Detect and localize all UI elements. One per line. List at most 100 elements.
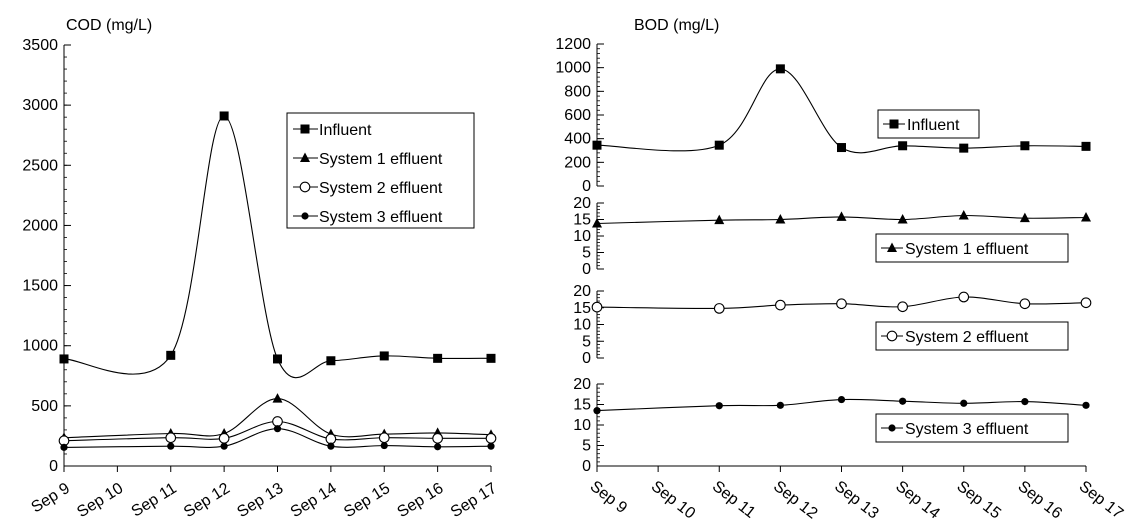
bod-influent-marker: [1081, 141, 1091, 151]
cod-system-3-effluent-marker: [380, 441, 388, 450]
bod-system-2-effluent-marker: [836, 298, 847, 310]
bod-legend-system-1-effluent-marker: [887, 242, 897, 252]
bod-system-3-effluent-marker: [1082, 401, 1090, 409]
cod-influent-marker: [486, 353, 496, 363]
bod-system-2-effluent-y-tick-label: 15: [573, 300, 591, 317]
cod-y-tick-label: 1000: [22, 338, 58, 355]
bod-x-tick-label: Sep 11: [709, 478, 759, 522]
cod-system-2-effluent-marker: [272, 416, 283, 427]
bod-x-tick-label: Sep 15: [953, 478, 1004, 523]
bod-system-1-effluent-marker: [836, 211, 847, 221]
bod-legend-box-system-2-effluent: [875, 321, 1069, 351]
cod-series-system-3-effluent: [60, 425, 495, 451]
cod-legend-system-1-effluent-marker: [300, 152, 310, 162]
cod-y-tick-label: 500: [31, 398, 58, 415]
bod-system-1-effluent-marker: [1081, 212, 1091, 222]
cod-system-3-effluent-marker: [220, 442, 228, 450]
cod-x-tick-label: Sep 17: [448, 480, 500, 521]
bod-line-influent: [596, 68, 1087, 154]
bod-legend-label-system-2-effluent: System 2 effluent: [905, 329, 1029, 346]
cod-y-tick-label: 1500: [22, 278, 58, 295]
cod-influent-marker: [379, 351, 389, 361]
bod-influent-marker: [959, 143, 969, 153]
cod-influent-marker: [326, 356, 336, 366]
bod-system-3-effluent-marker: [776, 401, 784, 409]
bod-system-1-effluent-y-tick-label: 20: [573, 195, 591, 212]
bod-influent-marker: [775, 64, 785, 74]
bod-legend-label-system-3-effluent: System 3 effluent: [905, 421, 1029, 438]
cod-legend-system-3-effluent-marker: [301, 212, 309, 220]
bod-x-tick-label: Sep 16: [1015, 478, 1066, 523]
bod-system-2-effluent-marker: [1019, 298, 1031, 310]
bod-system-3-effluent-marker: [899, 397, 907, 405]
cod-y-tick-label: 2500: [22, 157, 58, 174]
bod-system-3-effluent-marker: [593, 407, 601, 415]
bod-influent-marker: [898, 141, 908, 151]
cod-system-3-effluent-marker: [434, 443, 442, 451]
bod-influent-marker: [714, 140, 724, 150]
cod-axis-title: COD (mg/L): [66, 17, 152, 34]
bod-legend-influent: Influent: [877, 109, 980, 139]
bod-influent-y-tick-label: 1200: [555, 36, 591, 53]
bod-legend-system-3-effluent: System 3 effluent: [875, 413, 1069, 443]
bod-legend-system-2-effluent-marker: [886, 330, 898, 342]
cod-x-tick-label: Sep 15: [341, 480, 393, 521]
cod-y-tick-label: 0: [49, 458, 58, 475]
bod-legend-label-influent: Influent: [907, 117, 960, 134]
bod-system-2-effluent-marker: [591, 301, 603, 313]
cod-system-2-effluent-marker: [485, 432, 497, 444]
bod-system-3-effluent-marker: [1021, 398, 1029, 406]
bod-influent-marker: [1020, 141, 1030, 151]
bod-influent-y-tick-label: 1000: [555, 60, 591, 77]
bod-line-system-1-effluent: [596, 214, 1087, 225]
cod-x-tick-label: Sep 9: [28, 480, 73, 517]
bod-system-2-effluent-marker: [775, 299, 786, 311]
cod-legend-label-system-3-effluent: System 3 effluent: [319, 209, 443, 226]
cod-system-3-effluent-marker: [487, 442, 495, 450]
bod-system-1-effluent-marker: [897, 214, 908, 224]
cod-legend: Influent System 1 effluent System 2 efflue…: [286, 112, 475, 229]
bod-axis-title: BOD (mg/L): [634, 17, 719, 34]
bod-x-tick-label: Sep 17: [1076, 478, 1127, 523]
bod-influent-y-tick-label: 600: [564, 107, 591, 124]
cod-influent-marker: [166, 350, 176, 360]
bod-system-2-effluent-y-tick-label: 10: [573, 317, 591, 334]
bod-chart: 020040060080010001200Influent05101520Sys…: [555, 36, 1126, 523]
cod-influent-marker: [273, 354, 282, 364]
bod-legend-box-system-1-effluent: [875, 233, 1069, 263]
bod-system-1-effluent-marker: [958, 210, 969, 220]
cod-legend-influent-marker: [300, 124, 310, 134]
cod-legend-label-system-2-effluent: System 2 effluent: [319, 180, 443, 197]
cod-x-tick-label: Sep 12: [181, 480, 233, 521]
bod-system-2-effluent-marker: [1080, 297, 1092, 309]
bod-system-1-effluent-y-tick-label: 10: [573, 228, 591, 245]
cod-system-3-effluent-marker: [327, 442, 335, 450]
bod-system-1-effluent-y-tick-label: 5: [582, 245, 591, 262]
bod-system-1-effluent-marker: [1019, 212, 1030, 223]
cod-legend-label-influent: Influent: [319, 122, 372, 139]
bod-legend-system-2-effluent: System 2 effluent: [875, 321, 1069, 351]
bod-system-1-effluent-marker: [592, 217, 602, 228]
cod-x-tick-label: Sep 16: [395, 480, 447, 521]
bod-system-3-effluent-y-tick-label: 15: [573, 397, 591, 414]
bod-legend-box-system-3-effluent: [875, 413, 1069, 443]
cod-system-2-effluent-marker: [325, 433, 337, 445]
bod-legend-system-3-effluent-marker: [888, 424, 896, 432]
cod-x-tick-label: Sep 10: [74, 480, 126, 521]
cod-influent-marker: [433, 353, 443, 363]
bod-system-2-effluent-marker: [897, 301, 908, 313]
bod-x-tick-label: Sep 12: [770, 478, 821, 523]
bod-influent-y-tick-label: 800: [564, 83, 591, 100]
bod-system-1-effluent-y-tick-label: 15: [573, 212, 591, 229]
bod-x-tick-label: Sep 10: [648, 478, 699, 523]
cod-x-tick-label: Sep 13: [234, 480, 286, 521]
cod-influent-marker: [59, 354, 69, 364]
cod-y-tick-label: 3500: [22, 37, 58, 54]
cod-legend-label-system-1-effluent: System 1 effluent: [319, 151, 443, 168]
bod-legend-system-1-effluent: System 1 effluent: [875, 233, 1069, 263]
bod-influent-marker: [592, 140, 602, 150]
bod-influent-y-tick-label: 0: [582, 178, 591, 195]
